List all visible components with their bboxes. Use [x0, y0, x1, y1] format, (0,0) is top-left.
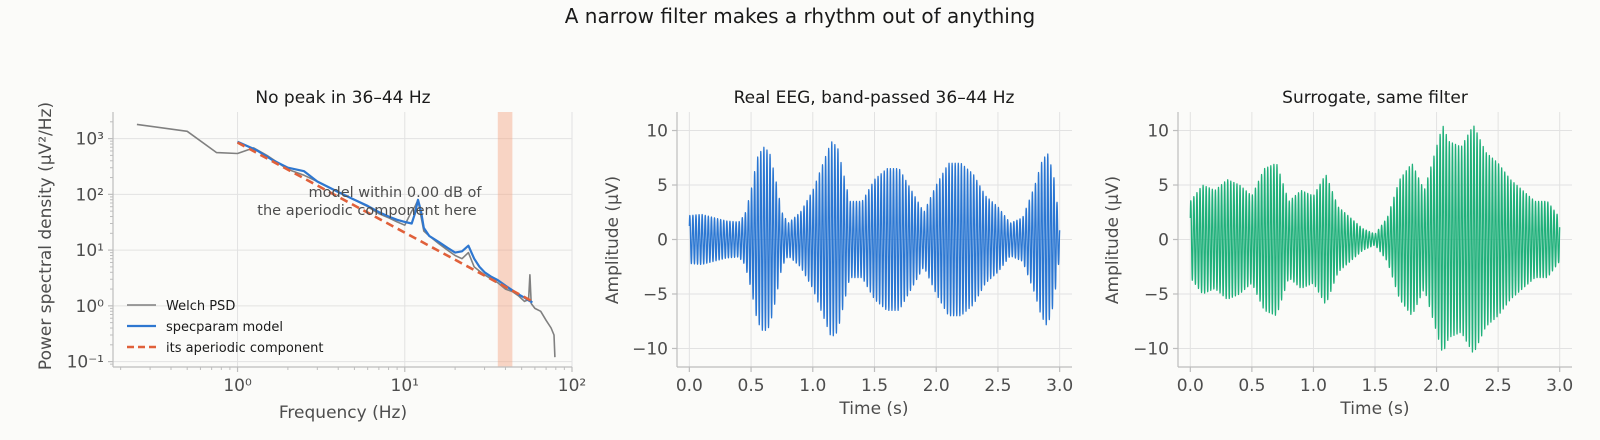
real-eeg-y-axis-label: Amplitude (µV): [603, 176, 623, 304]
y-tick-label: −5: [643, 285, 668, 305]
surrogate-panel-title: Surrogate, same filter: [1282, 88, 1468, 108]
x-tick-label: 0.5: [738, 376, 765, 396]
psd-x-axis-label: Frequency (Hz): [279, 403, 407, 423]
y-tick-label: 5: [1158, 176, 1169, 196]
x-tick-label: 1.5: [1361, 376, 1388, 396]
real-eeg-panel: 0.0 0.5 1.0 1.5 2.0 2.5 3.0 −10 −5 0 5 10 Real EEG,…: [603, 88, 1073, 419]
y-tick-label: 10⁰: [76, 297, 105, 317]
annotation-line-1: model within 0.00 dB of: [309, 185, 483, 201]
x-tick-label: 1.0: [799, 376, 826, 396]
y-tick-label: −10: [1133, 339, 1169, 359]
x-tick-label: 2.5: [1485, 376, 1512, 396]
psd-axes: 10⁰ 10¹ 10² 10⁻¹ 10⁰ 10¹ 10² 10³: [67, 112, 586, 396]
y-tick-label: 10²: [76, 185, 104, 205]
y-tick-label: 5: [657, 176, 668, 196]
psd-series: [136, 123, 556, 358]
specparam-model-line: [237, 140, 533, 304]
surrogate-axes: 0.0 0.5 1.0 1.5 2.0 2.5 3.0 −10 −5 0 5 10: [1133, 112, 1573, 396]
x-tick-label: 10⁰: [223, 376, 252, 396]
y-tick-label: −10: [632, 339, 668, 359]
x-tick-label: 1.5: [861, 376, 888, 396]
figure-title: A narrow filter makes a rhythm out of an…: [564, 4, 1036, 28]
y-tick-label: 10¹: [76, 241, 104, 261]
real-eeg-axes: 0.0 0.5 1.0 1.5 2.0 2.5 3.0 −10 −5 0 5 10: [632, 112, 1073, 396]
psd-panel-title: No peak in 36–44 Hz: [255, 88, 430, 108]
y-tick-label: 10: [1147, 122, 1169, 142]
annotation-line-2: the aperiodic component here: [257, 203, 476, 219]
x-tick-label: 0.5: [1238, 376, 1265, 396]
aperiodic-component-line: [236, 141, 534, 303]
surrogate-series: [1189, 125, 1561, 353]
y-tick-label: 0: [657, 231, 668, 251]
x-tick-label: 10²: [558, 376, 586, 396]
surrogate-panel: 0.0 0.5 1.0 1.5 2.0 2.5 3.0 −10 −5 0 5 10 Surrogate…: [1103, 88, 1573, 419]
x-tick-label: 3.0: [1046, 376, 1073, 396]
y-tick-label: −5: [1144, 285, 1169, 305]
y-tick-label: 10³: [76, 130, 104, 150]
signal-trace: [1189, 125, 1561, 353]
legend-label-welch: Welch PSD: [166, 299, 235, 314]
x-tick-label: 3.0: [1546, 376, 1573, 396]
real-eeg-x-axis-label: Time (s): [838, 399, 908, 419]
real-eeg-series: [688, 141, 1061, 337]
y-tick-label: 10⁻¹: [67, 353, 104, 373]
surrogate-y-axis-label: Amplitude (µV): [1103, 176, 1123, 304]
legend-label-model: specparam model: [166, 320, 283, 335]
y-tick-label: 0: [1158, 231, 1169, 251]
highlight-band-36-44hz: [497, 112, 513, 367]
real-eeg-panel-title: Real EEG, band-passed 36–44 Hz: [734, 88, 1015, 108]
x-tick-label: 2.5: [984, 376, 1011, 396]
psd-panel: 10⁰ 10¹ 10² 10⁻¹ 10⁰ 10¹ 10² 10³ No peak in 36–…: [36, 88, 586, 423]
x-tick-label: 2.0: [1423, 376, 1450, 396]
x-tick-label: 0.0: [1177, 376, 1204, 396]
welch-psd-line: [136, 123, 556, 358]
psd-grid: [113, 112, 573, 367]
psd-y-axis-label: Power spectral density (µV²/Hz): [36, 102, 56, 370]
x-tick-label: 2.0: [923, 376, 950, 396]
legend-label-aperiodic: its aperiodic component: [166, 341, 323, 356]
y-tick-label: 10: [646, 122, 668, 142]
x-tick-label: 10¹: [391, 376, 419, 396]
x-tick-label: 0.0: [676, 376, 703, 396]
x-tick-label: 1.0: [1300, 376, 1327, 396]
surrogate-x-axis-label: Time (s): [1339, 399, 1409, 419]
signal-trace: [688, 141, 1061, 337]
psd-legend: Welch PSD specparam model its aperiodic …: [127, 299, 323, 356]
